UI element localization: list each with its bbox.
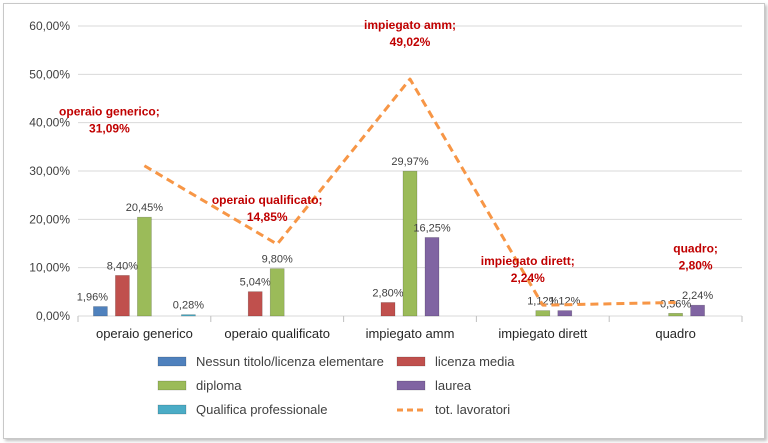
x-tick-label: impiegato dirett xyxy=(498,326,587,341)
x-tick-label: impiegato amm xyxy=(366,326,455,341)
legend-label: licenza media xyxy=(435,354,515,369)
bar-diploma xyxy=(269,268,285,317)
legend-swatch xyxy=(396,356,426,367)
line-data-label: impiegato amm; 49,02% xyxy=(364,18,456,49)
bar-data-label: 0,28% xyxy=(173,300,204,312)
bar-licenza-media xyxy=(115,275,130,317)
x-tick-label: quadro xyxy=(655,326,695,341)
legend-label: diploma xyxy=(196,378,242,393)
bar-data-label: 9,80% xyxy=(262,254,293,266)
bar-data-label: 29,97% xyxy=(391,156,429,168)
x-tick-label: operaio generico xyxy=(96,326,193,341)
bar-laurea xyxy=(557,310,573,317)
y-tick-label: 30,00% xyxy=(29,164,70,178)
bar-licenza-media xyxy=(247,291,263,317)
bar-data-label: 1,96% xyxy=(77,292,108,304)
x-tick-label: operaio qualificato xyxy=(224,326,330,341)
line-tot-lavoratori xyxy=(143,77,676,307)
bar-diploma xyxy=(535,310,551,317)
legend-swatch xyxy=(157,356,187,367)
bar-laurea xyxy=(690,304,705,317)
y-tick-label: 50,00% xyxy=(29,67,70,81)
legend-label: Qualifica professionale xyxy=(196,402,328,417)
bar-data-label: 5,04% xyxy=(240,277,271,289)
legend-label: Nessun titolo/licenza elementare xyxy=(196,354,384,369)
bar-laurea xyxy=(424,237,440,317)
line-data-label: quadro; 2,80% xyxy=(673,241,718,272)
bar-diploma xyxy=(668,312,683,317)
legend-label: laurea xyxy=(435,378,472,393)
y-tick-label: 10,00% xyxy=(29,261,70,275)
line-data-label: operaio qualificato; 14,85% xyxy=(212,193,323,224)
chart-frame xyxy=(3,3,765,439)
bar-data-label: 16,25% xyxy=(413,222,451,234)
legend-swatch xyxy=(157,404,187,415)
y-tick-label: 0,00% xyxy=(36,309,70,323)
bar-data-label: 1,12% xyxy=(527,296,558,308)
legend-swatch xyxy=(396,380,426,391)
line-data-label: operaio generico; 31,09% xyxy=(59,105,160,136)
bar-diploma xyxy=(402,170,418,317)
bar-diploma xyxy=(137,216,152,317)
bar-data-label: 0,56% xyxy=(660,298,691,310)
bar-data-label: 20,45% xyxy=(126,202,164,214)
y-tick-label: 60,00% xyxy=(29,19,70,33)
bar-licenza-media xyxy=(380,302,396,317)
y-tick-label: 40,00% xyxy=(29,116,70,130)
y-tick-label: 20,00% xyxy=(29,212,70,226)
bar-data-label: 8,40% xyxy=(107,260,138,272)
legend-swatch xyxy=(157,380,187,391)
bar-nessun-titolo-licenza-elementare xyxy=(93,306,108,317)
bar-qualifica-professionale xyxy=(181,314,196,317)
bar-data-label: 2,24% xyxy=(682,290,713,302)
legend-label: tot. lavoratori xyxy=(435,402,510,417)
bar-data-label: 2,80% xyxy=(372,287,403,299)
line-data-label: impiegato dirett; 2,24% xyxy=(481,254,575,285)
